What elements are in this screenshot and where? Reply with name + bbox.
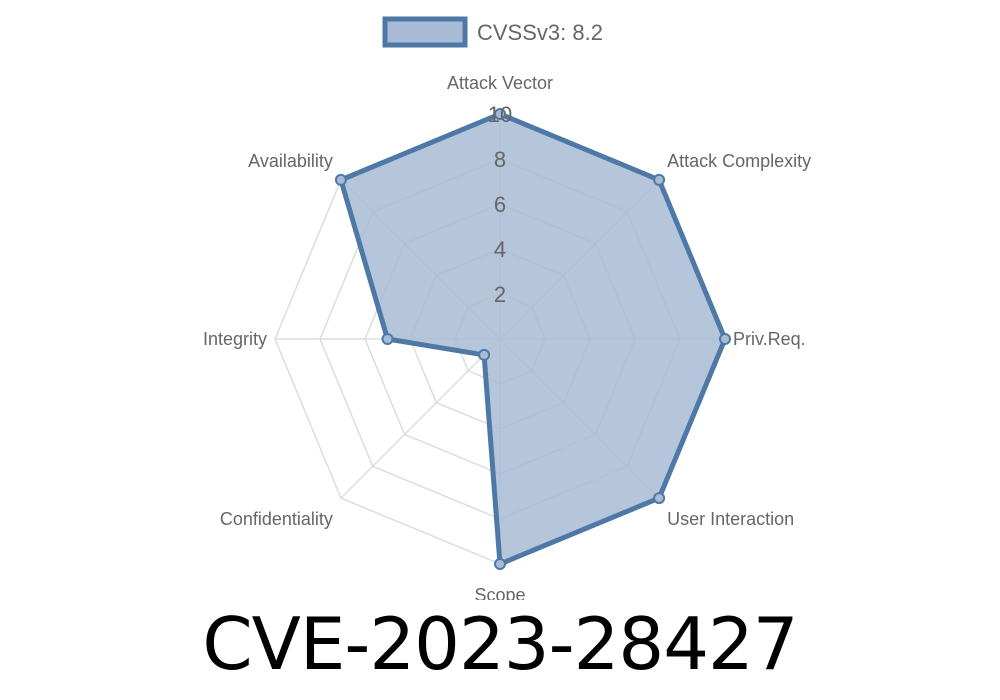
data-point-user-interaction (653, 492, 666, 505)
data-point-confidentiality (478, 348, 491, 361)
data-point-availability (334, 173, 347, 186)
axis-label: Attack Vector (447, 73, 553, 93)
legend-swatch (382, 16, 468, 48)
series-area (338, 111, 728, 567)
axis-label: Priv.Req. (733, 329, 806, 349)
axis-label: Integrity (203, 329, 267, 349)
data-point-priv-req- (719, 333, 731, 345)
data-point-attack-vector (494, 108, 506, 120)
legend[interactable]: CVSSv3: 8.2 (382, 16, 603, 48)
axis-label: User Interaction (667, 509, 794, 529)
cve-title: CVE-2023-28427 (202, 602, 798, 686)
axis-labels: Attack Vector Attack Complexity Priv.Req. U… (203, 73, 811, 600)
tick-label: 6 (494, 192, 506, 217)
axis-label: Availability (248, 151, 333, 171)
legend-label: CVSSv3: 8.2 (477, 20, 603, 45)
tick-label: 4 (494, 237, 506, 262)
tick-label: 10 (488, 102, 512, 127)
axis-label: Attack Complexity (667, 151, 811, 171)
radar-chart: 2 4 6 8 10 Attack Vector Attack Complexity Pri… (203, 16, 811, 600)
data-point-scope (494, 558, 506, 570)
grid-spoke (340, 338, 501, 499)
axis-label: Scope (474, 585, 525, 600)
axis-label: Confidentiality (220, 509, 333, 529)
tick-label: 8 (494, 147, 506, 172)
data-point-attack-complexity (653, 173, 666, 186)
tick-label: 2 (494, 282, 506, 307)
tick-labels: 2 4 6 8 10 (488, 102, 512, 307)
series-layer (334, 108, 731, 570)
data-point-integrity (381, 333, 394, 345)
